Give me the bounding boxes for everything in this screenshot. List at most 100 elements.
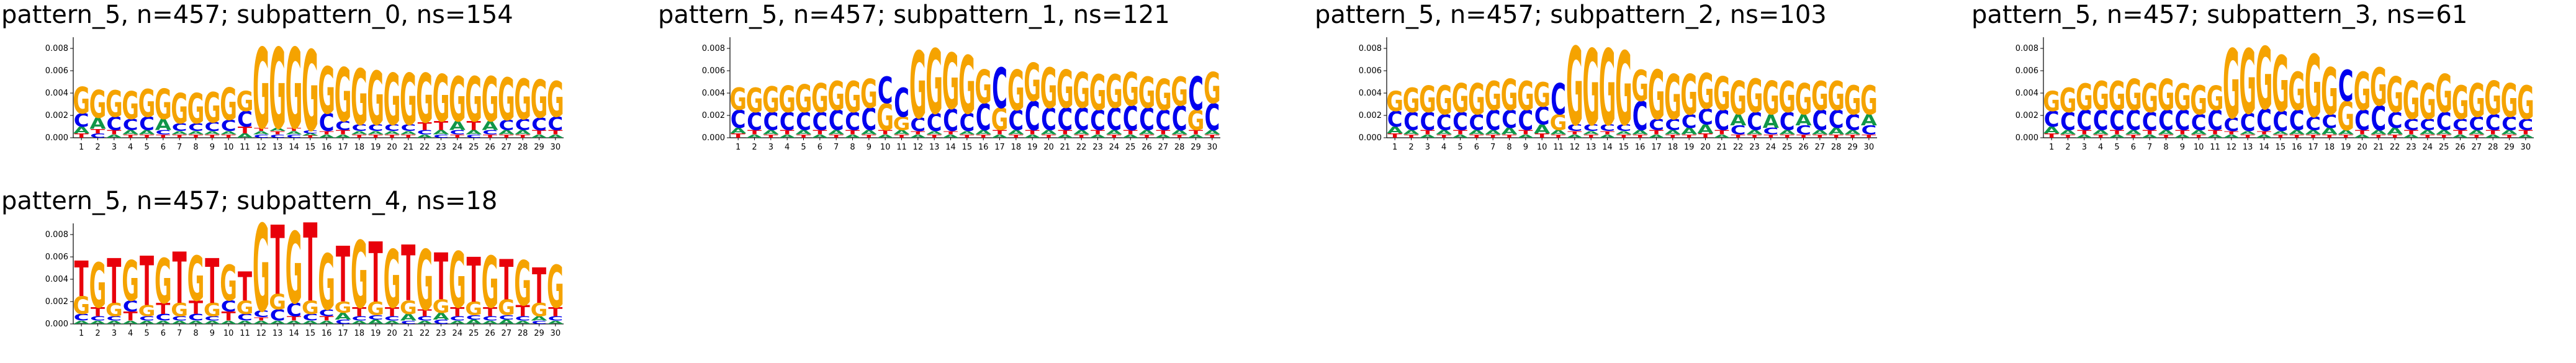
y-tick-label: 0.002 [1359,111,1382,120]
logo-letter-A-pos-4: A [122,128,139,135]
logo-letter-C-pos-18: C [2322,112,2337,133]
logo-letter-T-pos-9: T [1518,128,1533,135]
logo-letter-G-pos-5: G [795,77,813,122]
logo-letter-A-pos-12: A [910,133,926,139]
logo-letter-T-pos-10: T [1535,132,1549,139]
logo-letter-C-pos-19: C [2338,61,2354,111]
logo-letter-T-pos-14: T [1600,130,1615,136]
logo-letter-G-pos-29: G [1844,78,1862,124]
x-tick-label: 3 [2082,143,2087,152]
logo-letter-G-pos-14: G [1599,28,1616,149]
logo-letter-T-pos-1: T [1388,132,1402,139]
x-tick-label: 1 [79,329,84,338]
logo-letter-A-pos-22: A [417,320,433,325]
y-tick-label: 0.004 [2015,89,2038,98]
logo-letter-C-pos-18: C [1008,105,1024,137]
logo-letter-T-pos-12: T [254,316,268,322]
logo-letter-C-pos-28: C [1172,99,1187,138]
logo-letter-T-pos-20: T [1698,132,1713,139]
x-tick-label: 4 [128,329,133,338]
logo-letter-C-pos-6: C [812,107,827,136]
logo-letter-C-pos-11: C [237,107,253,132]
logo-letter-G-pos-22: G [1073,63,1090,120]
logo-letter-G-pos-6: G [811,76,829,122]
logo-letter-G-pos-9: G [2174,76,2191,119]
logo-letter-C-pos-16: C [976,96,991,139]
logo-letter-C-pos-13: C [927,109,942,137]
logo-letter-G-pos-23: G [1746,69,1763,123]
logo-letter-A-pos-1: A [73,320,89,325]
x-tick-label: 7 [177,329,182,338]
logo-letter-A-pos-3: A [763,128,780,135]
logo-letter-T-pos-24: T [450,133,464,139]
logo-letter-A-pos-9: A [1518,133,1534,139]
logo-letter-C-pos-3: C [763,107,778,136]
logo-letter-A-pos-8: A [187,130,204,136]
x-tick-label: 25 [1125,143,1136,152]
logo-letter-G-pos-27: G [2468,74,2485,128]
logo-letter-G-pos-4: G [2092,73,2109,120]
x-tick-label: 27 [2472,143,2482,152]
logo-letter-A-pos-18: A [351,320,367,325]
y-tick-label: 0.002 [45,111,68,120]
y-tick-label: 0.000 [45,133,68,143]
logo-letter-T-pos-27: T [2469,133,2484,139]
logo-letter-A-pos-11: A [1550,128,1567,135]
logo-letter-T-pos-5: T [140,133,154,139]
logo-letter-G-pos-3: G [2076,76,2093,119]
logo-letter-G-pos-30: G [2517,76,2534,130]
logo-letter-A-pos-27: A [1812,128,1829,135]
logo-letter-G-pos-24: G [2419,74,2436,131]
logo-letter-C-pos-6: C [2125,105,2141,137]
logo-letter-T-pos-9: T [205,247,219,318]
logo-letter-A-pos-27: A [1155,133,1171,139]
x-tick-label: 5 [801,143,806,152]
x-tick-label: 8 [1506,143,1511,152]
x-tick-label: 26 [1142,143,1152,152]
logo-letter-C-pos-4: C [780,107,795,136]
x-tick-label: 4 [1441,143,1446,152]
logo-letter-T-pos-2: T [747,128,762,135]
logo-letter-A-pos-21: A [2371,128,2387,135]
logo-letter-G-pos-20: G [2354,63,2371,123]
logo-letter-T-pos-21: T [401,133,415,139]
x-tick-label: 11 [240,143,250,152]
logo-letter-C-pos-17: C [992,56,1007,120]
logo-letter-T-pos-27: T [1156,128,1170,135]
logo-letter-T-pos-14: T [287,315,301,321]
logo-letter-C-pos-25: C [1780,107,1795,136]
logo-letter-C-pos-23: C [433,318,449,325]
x-tick-label: 9 [210,329,215,338]
logo-letter-G-pos-14: G [2256,29,2273,129]
x-tick-label: 14 [289,143,299,152]
logo-letter-G-pos-23: G [2403,71,2420,132]
x-tick-label: 10 [2194,143,2204,152]
logo-letter-A-pos-3: A [1420,133,1436,139]
logo-letter-C-pos-17: C [335,119,351,133]
logo-letter-T-pos-12: T [911,130,925,136]
logo-letter-T-pos-8: T [189,298,203,319]
logo-letter-A-pos-9: A [204,320,220,325]
x-tick-label: 15 [2276,143,2286,152]
logo-letter-A-pos-19: A [367,318,384,325]
logo-letter-T-pos-19: T [369,133,383,139]
logo-letter-T-pos-27: T [499,248,513,312]
x-tick-label: 1 [736,143,741,152]
logo-letter-C-pos-10: C [221,298,236,315]
logo-letter-G-pos-13: G [269,290,286,315]
x-tick-label: 21 [403,329,414,338]
y-tick-label: 0.000 [45,320,68,329]
x-tick-label: 5 [144,143,149,152]
x-tick-label: 18 [2325,143,2335,152]
logo-letter-C-pos-2: C [747,107,762,136]
x-tick-label: 21 [2374,143,2384,152]
x-tick-label: 5 [1457,143,1462,152]
x-tick-label: 17 [338,143,348,152]
logo-letter-A-pos-10: A [1534,122,1551,137]
logo-letter-A-pos-5: A [1452,133,1468,139]
logo-letter-G-pos-10: G [220,256,237,313]
logo-letter-G-pos-10: G [2190,78,2207,124]
logo-letter-A-pos-17: A [335,311,351,322]
x-tick-label: 1 [2049,143,2054,152]
